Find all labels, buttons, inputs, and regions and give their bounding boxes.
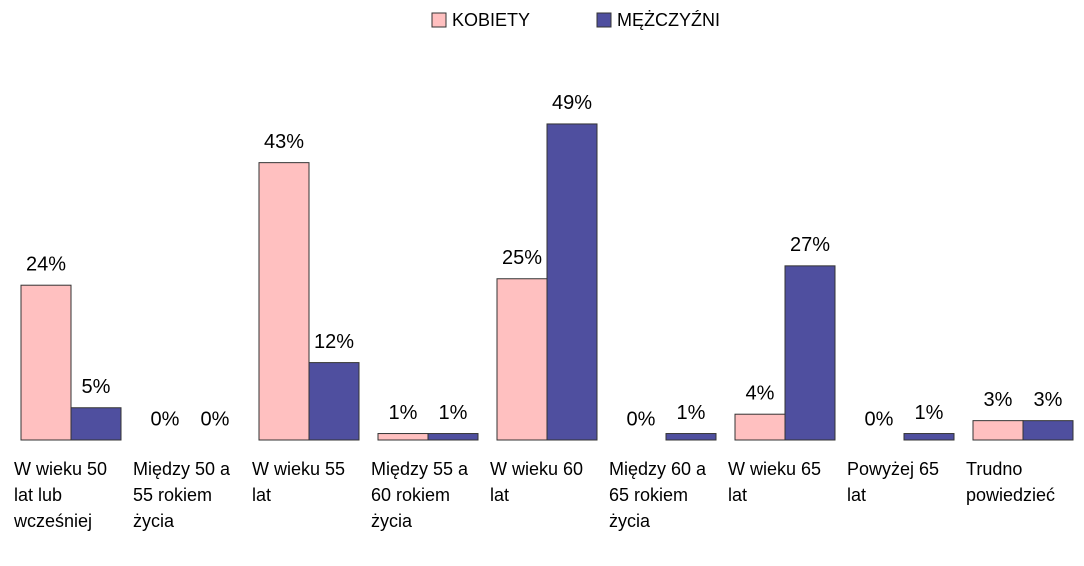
bar [665,433,717,441]
bar [496,278,548,441]
x-tick-label: Między 60 a 65 rokiem życia [609,459,707,531]
x-tick-label: Między 50 a 55 rokiem życia [133,459,231,531]
value-label: 12% [314,331,354,353]
x-tick-label: Trudno powiedzieć [966,459,1056,505]
x-tick-label: W wieku 50 lat lub wcześniej [14,459,108,531]
bar [20,284,72,441]
bar [784,265,836,441]
bar [427,433,479,441]
value-label: 0% [627,408,656,430]
bar [734,413,786,441]
x-tick-label: Powyżej 65 lat [847,459,940,505]
legend-swatch [431,12,447,28]
value-label: 5% [82,376,111,398]
bar [1022,420,1074,441]
value-label: 25% [502,247,542,269]
x-tick-label: W wieku 55 lat [252,459,346,505]
value-label: 3% [984,389,1013,411]
legend-label: KOBIETY [452,10,530,30]
legend-label: MĘŻCZYŹNI [617,10,720,30]
value-label: 43% [264,131,304,153]
bar [903,433,955,441]
value-label: 4% [746,382,775,404]
value-label: 24% [26,253,66,275]
bar [308,362,360,441]
x-tick-label: W wieku 65 lat [728,459,822,505]
legend-swatch [596,12,612,28]
value-label: 0% [201,408,230,430]
value-label: 1% [915,402,944,424]
value-label: 3% [1034,389,1063,411]
bar [258,162,310,441]
value-label: 0% [151,408,180,430]
value-label: 1% [389,402,418,424]
x-tick-label: W wieku 60 lat [490,459,584,505]
bar [70,407,122,441]
value-label: 1% [439,402,468,424]
x-tick-label: Między 55 a 60 rokiem życia [371,459,469,531]
value-label: 27% [790,234,830,256]
bar [377,433,429,441]
bar [546,123,598,441]
value-label: 49% [552,92,592,114]
value-label: 1% [677,402,706,424]
value-label: 0% [865,408,894,430]
bar [972,420,1024,441]
